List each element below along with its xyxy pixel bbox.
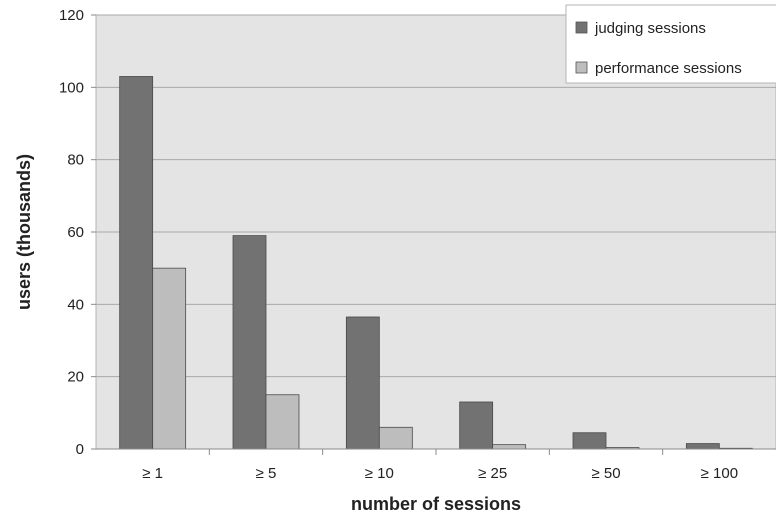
legend: judging sessions performance sessions xyxy=(565,4,776,84)
bar-judging xyxy=(685,443,720,450)
bar-performance xyxy=(152,267,187,450)
y-tick-label: 20 xyxy=(67,369,84,386)
legend-label-judging: judging sessions xyxy=(594,20,706,37)
x-axis-ticks: ≥ 1 ≥ 5 ≥ 10 ≥ 25 ≥ 50 ≥ 100 xyxy=(142,449,738,482)
x-tick-label: ≥ 1 xyxy=(142,465,163,482)
legend-label-performance: performance sessions xyxy=(595,60,742,77)
y-tick-label: 100 xyxy=(59,79,84,96)
x-tick-label: ≥ 50 xyxy=(591,465,620,482)
bar-judging xyxy=(572,432,607,450)
bar-performance xyxy=(265,394,300,450)
y-tick-label: 80 xyxy=(67,152,84,169)
y-tick-label: 0 xyxy=(76,441,84,458)
x-tick-label: ≥ 25 xyxy=(478,465,507,482)
legend-box xyxy=(565,4,776,84)
x-axis-title: number of sessions xyxy=(351,494,521,514)
y-tick-label: 120 xyxy=(59,7,84,24)
x-tick-label: ≥ 10 xyxy=(365,465,394,482)
bar-performance xyxy=(378,426,413,450)
legend-swatch-judging xyxy=(575,21,588,34)
legend-swatch-performance xyxy=(575,61,588,74)
y-tick-label: 40 xyxy=(67,296,84,313)
bar-performance xyxy=(492,444,527,450)
bar-judging xyxy=(459,401,494,450)
x-tick-label: ≥ 5 xyxy=(256,465,277,482)
x-tick-label: ≥ 100 xyxy=(701,465,738,482)
bars xyxy=(119,76,753,450)
bar-judging xyxy=(345,316,380,450)
bar-judging xyxy=(232,235,267,450)
y-axis-ticks: 0 20 40 60 80 100 120 xyxy=(59,7,96,458)
y-axis-title: users (thousands) xyxy=(14,154,34,310)
bar-judging xyxy=(119,76,154,450)
y-tick-label: 60 xyxy=(67,224,84,241)
